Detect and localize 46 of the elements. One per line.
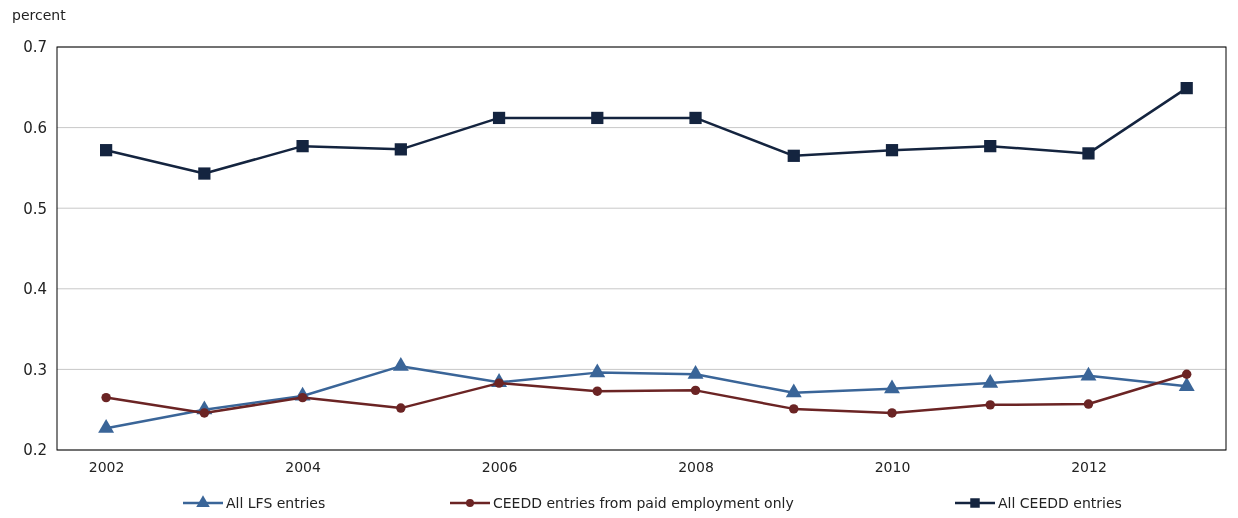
y-tick-label: 0.6 bbox=[23, 118, 47, 137]
point bbox=[787, 149, 800, 162]
point bbox=[1180, 81, 1193, 95]
point bbox=[785, 383, 802, 398]
legend-label: All LFS entries bbox=[226, 495, 326, 511]
y-tick-label: 0.4 bbox=[23, 280, 47, 299]
point bbox=[1181, 369, 1192, 379]
x-tick-label: 2006 bbox=[481, 458, 518, 475]
point bbox=[589, 363, 606, 378]
point bbox=[789, 404, 799, 414]
point bbox=[689, 111, 702, 125]
x-tick-label: 2004 bbox=[285, 458, 321, 475]
y-tick-label: 0.7 bbox=[23, 38, 47, 57]
x-tick-label: 2002 bbox=[88, 458, 125, 475]
point bbox=[392, 356, 409, 371]
point bbox=[1083, 399, 1094, 409]
point bbox=[591, 111, 604, 125]
point bbox=[396, 403, 406, 413]
point bbox=[198, 167, 211, 180]
point bbox=[884, 379, 900, 394]
point bbox=[1082, 147, 1095, 160]
point bbox=[885, 144, 899, 157]
point bbox=[985, 400, 995, 410]
x-tick-label: 2008 bbox=[678, 458, 714, 475]
x-tick-label: 2010 bbox=[874, 458, 911, 475]
point bbox=[982, 373, 999, 388]
point bbox=[690, 385, 701, 396]
y-tick-label: 0.2 bbox=[23, 441, 47, 460]
point bbox=[1080, 366, 1097, 381]
point bbox=[296, 140, 309, 153]
point bbox=[101, 392, 111, 403]
legend-label: All CEEDD entries bbox=[998, 495, 1122, 511]
y-tick-label: 0.3 bbox=[23, 360, 47, 379]
point bbox=[984, 140, 997, 153]
point bbox=[1178, 377, 1195, 391]
point bbox=[887, 408, 897, 418]
y-tick-label: 0.5 bbox=[23, 199, 47, 218]
point bbox=[592, 386, 603, 396]
point bbox=[98, 419, 115, 433]
point bbox=[492, 111, 506, 125]
point bbox=[99, 144, 113, 157]
point bbox=[394, 143, 407, 156]
point bbox=[687, 365, 704, 379]
x-tick-label: 2012 bbox=[1071, 458, 1107, 475]
y-axis-title: percent bbox=[12, 7, 67, 23]
legend-label: CEEDD entries from paid employment only bbox=[493, 495, 794, 511]
